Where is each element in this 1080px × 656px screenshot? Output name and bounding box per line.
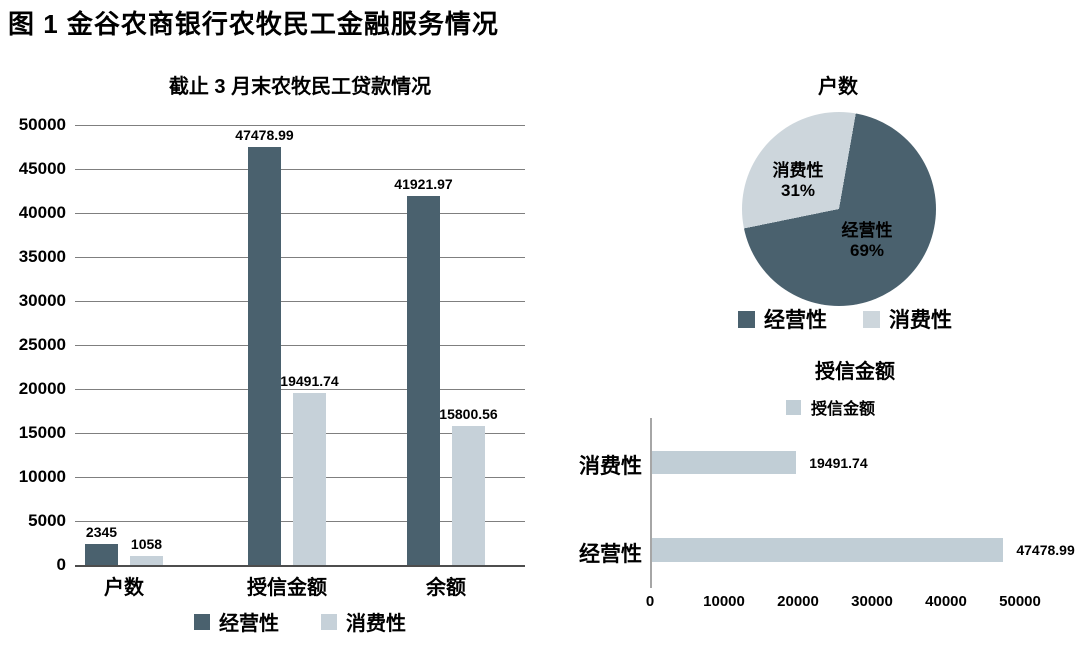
hbar-bar — [652, 451, 797, 474]
y-axis-tick-label: 10000 — [18, 467, 66, 486]
legend-swatch-consumer-icon — [321, 613, 337, 630]
grid-line — [75, 256, 525, 258]
pie-slice-label-operating: 经营性 69% — [820, 221, 914, 261]
bar-operating — [407, 196, 440, 565]
x-axis-tick-label: 0 — [645, 593, 655, 610]
pie-legend: 经营性 消费性 — [703, 304, 987, 334]
grid-line — [75, 168, 525, 170]
bar-consumer — [293, 393, 326, 565]
x-axis-tick-label: 10000 — [703, 593, 745, 610]
hbar-value-label: 19491.74 — [809, 455, 868, 471]
pie-chart-title: 户数 — [818, 76, 858, 98]
pie-slice-operating-name: 经营性 — [841, 221, 893, 240]
legend-label-operating: 经营性 — [219, 613, 279, 635]
pie-slice-label-consumer: 消费性 31% — [751, 161, 845, 201]
pie-legend-item-operating: 经营性 — [738, 304, 827, 334]
pie-legend-item-consumer: 消费性 — [863, 304, 952, 334]
grid-line — [75, 300, 525, 302]
y-axis-tick-label: 50000 — [18, 115, 66, 134]
y-axis-tick-label: 40000 — [18, 203, 66, 222]
grid-line — [75, 388, 525, 390]
hbar-legend: 授信金额 — [786, 395, 875, 419]
y-axis-tick-label: 25000 — [18, 335, 66, 354]
y-axis-tick-label: 5000 — [28, 511, 66, 530]
grouped-bar-legend: 经营性 消费性 — [75, 607, 525, 636]
hbar-value-label: 47478.99 — [1016, 542, 1075, 558]
bar-operating — [248, 147, 281, 565]
legend-item-consumer: 消费性 — [321, 607, 406, 636]
y-axis-tick-label: 20000 — [18, 379, 66, 398]
x-axis-tick-label: 50000 — [999, 593, 1041, 610]
legend-item-operating: 经营性 — [194, 607, 279, 636]
pie-slice-operating-pct: 69% — [849, 241, 885, 261]
y-axis-tick-labels: 0 5000 10000 15000 20000 25000 30000 35000 40000… — [0, 115, 66, 577]
bar-value-label: 1058 — [130, 535, 163, 552]
hbar-bar — [652, 538, 1004, 562]
bar-value-label: 19491.74 — [280, 373, 339, 390]
x-axis-category-label: 余额 — [426, 577, 466, 599]
hbar-x-axis-tick-labels: 0 10000 20000 30000 40000 50000 — [646, 593, 1041, 613]
y-axis-tick-label: 45000 — [18, 159, 66, 178]
bar-operating — [85, 544, 118, 565]
x-axis-tick-label: 40000 — [925, 593, 967, 610]
bar-consumer — [130, 555, 163, 565]
grid-line — [75, 124, 525, 126]
x-axis-category-label: 授信金额 — [247, 577, 327, 599]
grid-line — [75, 212, 525, 214]
figure-title: 图 1 金谷农商银行农牧民工金融服务情况 — [8, 9, 499, 39]
pie-chart — [742, 112, 936, 306]
x-axis-category-label: 户数 — [104, 577, 144, 599]
hbar-chart-title: 授信金额 — [815, 361, 895, 383]
grid-line — [75, 344, 525, 346]
hbar-legend-item: 授信金额 — [786, 395, 875, 419]
hbar-category-label: 经营性 — [579, 543, 642, 566]
hbar-legend-swatch-icon — [786, 399, 801, 415]
legend-label-consumer: 消费性 — [346, 613, 406, 635]
y-axis-tick-label: 35000 — [18, 247, 66, 266]
grouped-bar-plot-area: 2345 1058 47478.99 19491.74 41921.97 15800.56 — [75, 124, 525, 567]
pie-legend-label-consumer: 消费性 — [889, 309, 952, 332]
bar-value-label: 41921.97 — [394, 176, 453, 193]
hbar-category-label: 消费性 — [579, 455, 642, 478]
y-axis-tick-label: 15000 — [18, 423, 66, 442]
legend-swatch-operating-icon — [194, 613, 210, 630]
pie-slice-consumer-name: 消费性 — [772, 161, 824, 180]
x-axis-tick-label: 30000 — [851, 593, 893, 610]
bar-value-label: 47478.99 — [235, 127, 294, 144]
bar-consumer — [452, 425, 485, 565]
bar-value-label: 2345 — [85, 524, 118, 541]
bar-value-label: 15800.56 — [439, 405, 498, 422]
x-axis-tick-label: 20000 — [777, 593, 819, 610]
pie-slice-consumer-pct: 31% — [780, 181, 816, 201]
pie-legend-swatch-operating-icon — [738, 310, 755, 328]
pie-legend-label-operating: 经营性 — [764, 309, 827, 332]
x-axis-category-labels: 户数 授信金额 余额 — [75, 571, 525, 599]
grouped-bar-chart-title: 截止 3 月末农牧民工贷款情况 — [168, 76, 432, 98]
y-axis-tick-label: 30000 — [18, 291, 66, 310]
y-axis-tick-label: 0 — [56, 555, 66, 574]
hbar-legend-label: 授信金额 — [811, 401, 876, 418]
hbar-plot-area: 19491.74 47478.99 — [650, 418, 1075, 588]
pie-legend-swatch-consumer-icon — [863, 310, 880, 328]
